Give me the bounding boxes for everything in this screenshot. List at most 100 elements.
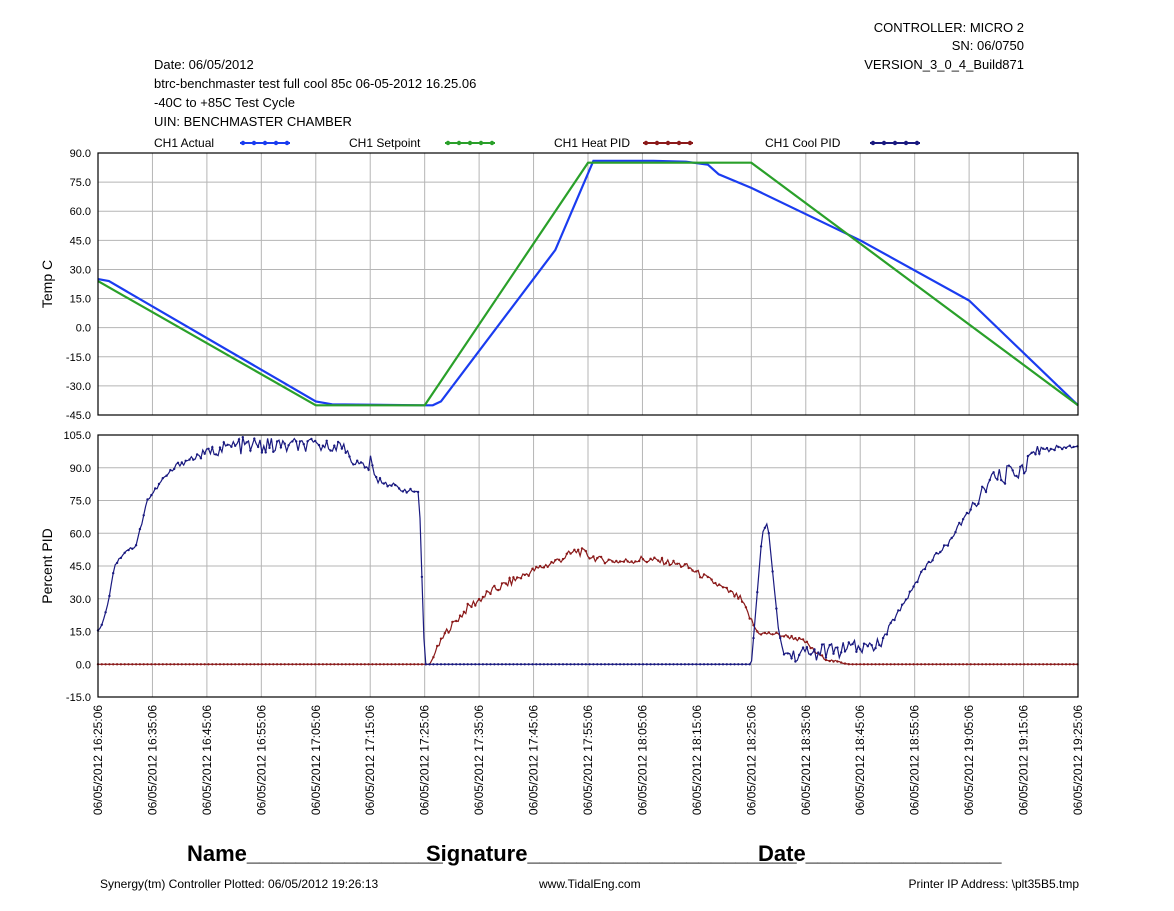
data-point: [146, 663, 149, 666]
x-tick-label: 06/05/2012 17:35:06: [472, 705, 486, 815]
data-point: [462, 610, 466, 613]
data-point: [363, 466, 366, 469]
data-point: [725, 586, 728, 590]
data-point: [1053, 448, 1056, 452]
data-point: [897, 663, 900, 666]
data-point: [115, 663, 119, 666]
data-point: [961, 663, 965, 666]
y-tick-label: 60.0: [70, 528, 91, 540]
data-point: [569, 663, 572, 666]
data-point: [298, 440, 302, 443]
data-point: [950, 536, 953, 540]
data-point: [123, 551, 126, 554]
data-point: [691, 663, 694, 666]
data-point: [527, 663, 530, 666]
data-point: [596, 556, 599, 560]
data-point: [504, 663, 507, 666]
data-point: [466, 663, 469, 666]
data-point: [405, 491, 408, 494]
data-point: [180, 663, 183, 666]
data-point: [1072, 445, 1075, 449]
data-point: [314, 439, 317, 443]
data-point: [958, 663, 961, 666]
data-point: [820, 654, 824, 657]
data-point: [862, 663, 866, 666]
data-point: [344, 663, 347, 666]
x-tick-label: 06/05/2012 19:05:06: [962, 705, 976, 815]
data-point: [714, 581, 717, 585]
data-point: [638, 663, 641, 666]
y-tick-label: -45.0: [66, 410, 91, 422]
data-point: [535, 663, 538, 666]
data-point: [1015, 474, 1018, 478]
data-point: [188, 663, 191, 666]
data-point: [317, 663, 321, 666]
data-point: [782, 635, 786, 638]
data-point: [169, 663, 172, 666]
data-point: [218, 446, 222, 449]
y-tick-label: 0.0: [76, 323, 91, 335]
series-line: [97, 436, 1078, 665]
data-point: [508, 576, 511, 580]
website-link[interactable]: www.TidalEng.com: [539, 877, 641, 891]
data-point: [565, 663, 568, 666]
data-point: [245, 663, 248, 666]
data-point: [580, 547, 584, 550]
data-point: [588, 663, 591, 666]
data-point: [744, 606, 748, 609]
data-point: [325, 663, 328, 666]
data-point: [565, 552, 568, 555]
data-point: [439, 637, 443, 640]
data-point: [199, 457, 203, 460]
data-point: [683, 563, 687, 566]
data-point: [386, 485, 389, 488]
legend-swatch-1: [240, 140, 290, 146]
data-point: [874, 663, 877, 666]
data-point: [340, 663, 344, 666]
data-point: [378, 663, 382, 666]
data-point: [489, 663, 492, 666]
data-point: [744, 663, 748, 666]
data-point: [1022, 663, 1026, 666]
data-point: [214, 663, 218, 666]
data-point: [416, 663, 420, 666]
data-point: [870, 644, 873, 647]
data-point: [855, 650, 858, 653]
data-point: [851, 642, 854, 646]
data-point: [832, 652, 835, 655]
data-point: [538, 564, 542, 568]
data-point: [493, 663, 496, 666]
pid-chart-y-ticks: 105.0 90.0 75.0 60.0 45.0 30.0 15.0 0.0 -15.0: [63, 430, 91, 704]
data-point: [413, 663, 416, 666]
data-point: [885, 633, 889, 636]
data-point: [1011, 663, 1014, 666]
data-point: [413, 490, 416, 493]
data-point: [885, 663, 889, 666]
data-point: [390, 484, 393, 487]
data-point: [188, 458, 191, 461]
data-point: [531, 663, 534, 666]
data-point: [733, 663, 736, 666]
data-point: [287, 663, 290, 666]
data-point: [104, 663, 107, 666]
x-axis-tick-labels: 06/05/2012 16:25:06 06/05/2012 16:35:06 06…: [91, 705, 1085, 815]
data-point: [725, 663, 728, 666]
data-point: [142, 514, 145, 517]
data-point: [775, 631, 778, 634]
data-point: [474, 663, 477, 666]
uin-label: UIN: BENCHMASTER CHAMBER: [154, 114, 352, 129]
data-point: [127, 548, 130, 552]
data-point: [462, 663, 466, 666]
pid-chart-y-label: Percent PID: [39, 528, 55, 603]
data-point: [756, 591, 759, 594]
data-point: [497, 663, 500, 666]
data-point: [557, 558, 561, 561]
data-point: [184, 459, 187, 462]
data-point: [1045, 446, 1049, 450]
data-point: [588, 557, 591, 560]
data-point: [920, 663, 923, 666]
data-point: [790, 657, 793, 660]
data-point: [519, 577, 523, 580]
data-point: [1061, 663, 1064, 666]
data-point: [653, 556, 656, 559]
